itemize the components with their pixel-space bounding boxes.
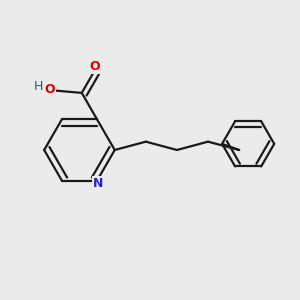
Text: O: O [44,83,55,96]
Text: H: H [34,80,44,93]
Text: O: O [89,60,100,73]
Text: N: N [93,177,103,190]
